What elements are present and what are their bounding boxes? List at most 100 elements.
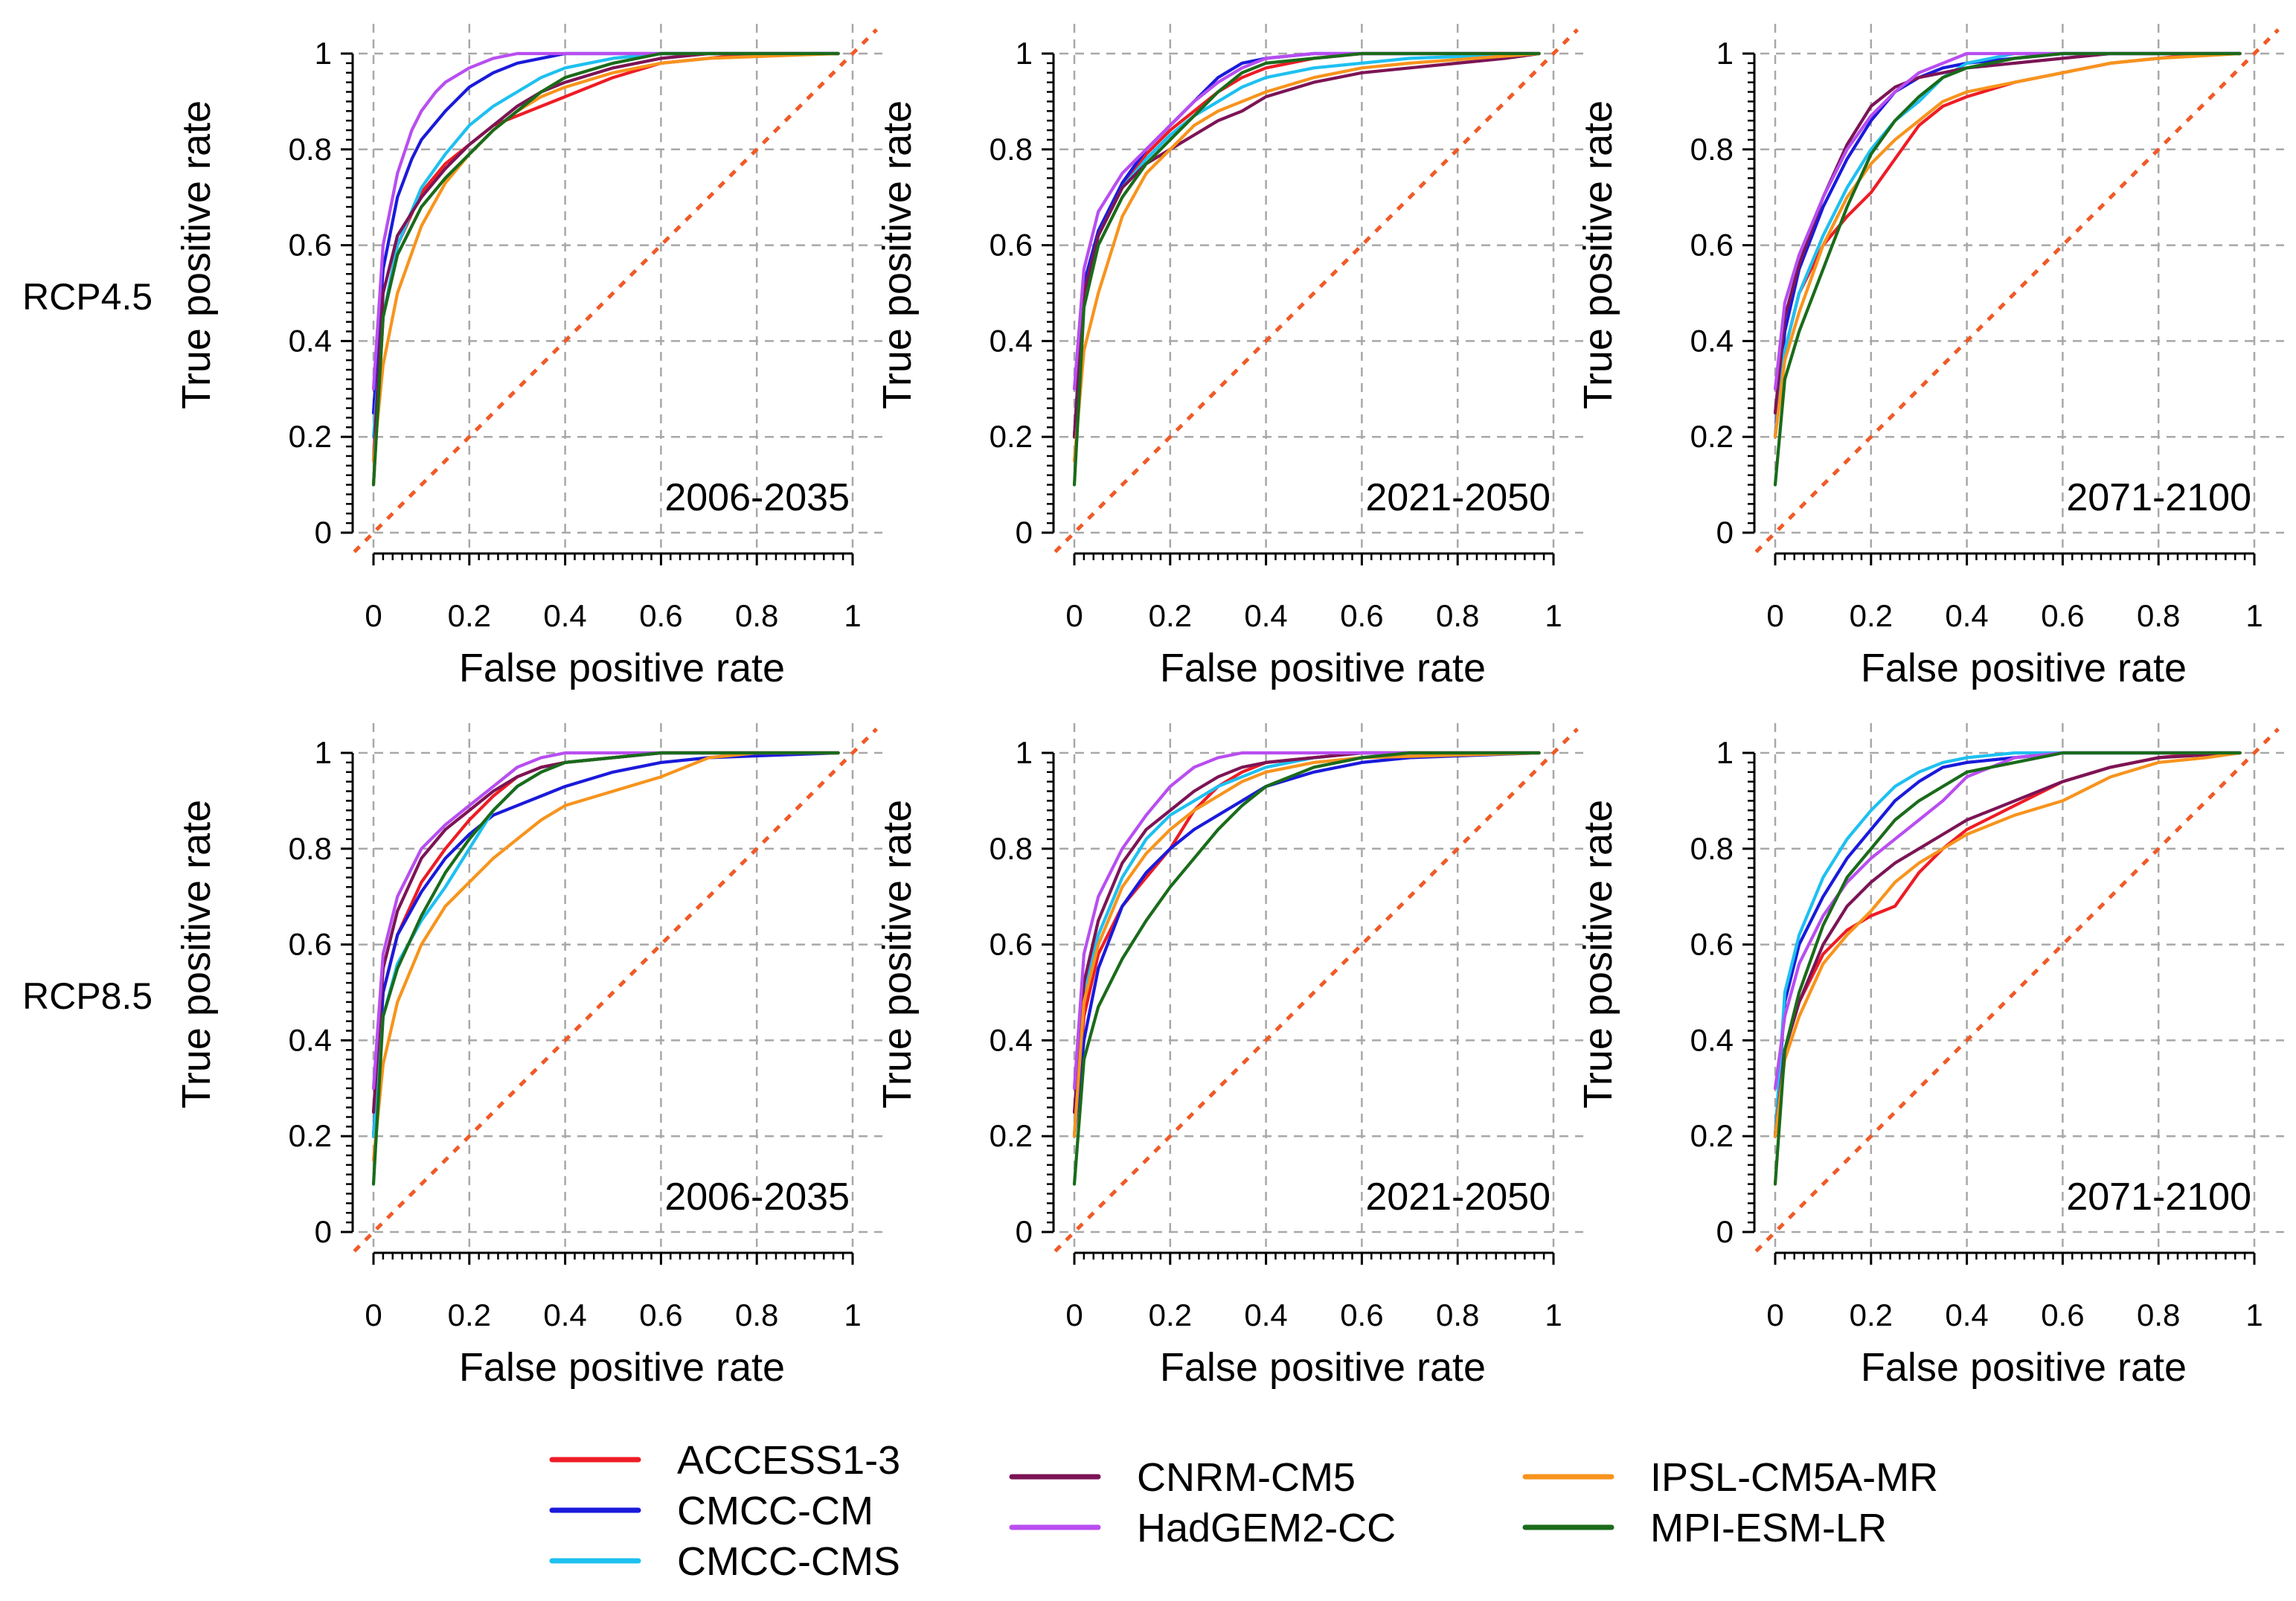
y-tick-label: 1	[315, 735, 332, 770]
reference-diagonal	[1754, 28, 2280, 554]
y-tick-label: 1	[1716, 735, 1734, 770]
roc-line-HadGEM2-CC	[371, 51, 840, 391]
series-group	[371, 751, 840, 1186]
roc-line-MPI-ESM-LR	[1072, 751, 1541, 1186]
y-tick-label: 1	[1016, 36, 1033, 71]
x-tick-label: 0	[365, 1297, 382, 1332]
legend-item: ACCESS1-3	[549, 1438, 900, 1483]
roc-line-CMCC-CM	[371, 751, 840, 1138]
x-tick-label: 0.6	[1340, 1297, 1383, 1332]
y-tick-label: 0	[1016, 1214, 1033, 1249]
roc-line-IPSL-CM5A-MR	[1773, 751, 2242, 1138]
y-axis-title: True positive rate	[1576, 100, 1620, 409]
y-tick-label: 0.2	[1690, 1118, 1734, 1153]
roc-line-IPSL-CM5A-MR	[1072, 51, 1541, 463]
x-tick-label: 1	[844, 598, 861, 633]
y-axis: 0 0.2 0.4 0.6 0.8 1 True positive rate	[174, 36, 354, 550]
period-label: 2006-2035	[664, 1175, 850, 1219]
y-tick-label: 1	[1016, 735, 1033, 770]
legend-label: IPSL-CM5A-MR	[1650, 1455, 1938, 1500]
roc-line-MPI-ESM-LR	[1072, 51, 1541, 487]
y-tick-label: 0.6	[1690, 927, 1734, 962]
x-axis: 0 0.2 0.4 0.6 0.8 1 False positive rate	[1065, 1251, 1562, 1390]
x-axis-title: False positive rate	[1861, 1345, 2187, 1390]
x-tick-label: 0.2	[1850, 1297, 1893, 1332]
x-tick-label: 0.8	[735, 1297, 778, 1332]
legend-item: IPSL-CM5A-MR	[1522, 1455, 1938, 1500]
x-tick-label: 0.6	[2041, 598, 2084, 633]
x-axis: 0 0.2 0.4 0.6 0.8 1 False positive rate	[365, 552, 862, 690]
y-axis: 0 0.2 0.4 0.6 0.8 1 True positive rate	[1576, 36, 1756, 550]
x-tick-label: 0.4	[543, 598, 586, 633]
x-tick-label: 0	[1065, 598, 1083, 633]
series-group	[1773, 751, 2242, 1186]
x-tick-label: 1	[1545, 1297, 1562, 1332]
y-axis-title: True positive rate	[875, 800, 920, 1108]
legend: ACCESS1-3 CMCC-CM CMCC-CMS CNRM-CM5 HadGEM2-…	[549, 1438, 1938, 1584]
reference-diagonal	[1054, 28, 1579, 554]
roc-line-CNRM-CM5	[371, 751, 840, 1114]
x-tick-label: 0.8	[2137, 1297, 2180, 1332]
y-tick-label: 0.6	[289, 927, 332, 962]
roc-line-HadGEM2-CC	[1773, 751, 2242, 1090]
reference-diagonal	[353, 28, 878, 554]
y-axis-title: True positive rate	[174, 800, 219, 1108]
legend-label: CMCC-CM	[677, 1489, 873, 1533]
y-tick-label: 0.8	[990, 132, 1033, 167]
y-tick-label: 0.6	[289, 228, 332, 263]
x-tick-label: 0.4	[1945, 598, 1988, 633]
x-axis-title: False positive rate	[459, 1345, 785, 1390]
x-tick-label: 0.2	[448, 598, 491, 633]
roc-line-IPSL-CM5A-MR	[1072, 751, 1541, 1138]
reference-diagonal	[1054, 728, 1579, 1253]
roc-line-HadGEM2-CC	[1072, 751, 1541, 1090]
legend-item: HadGEM2-CC	[1009, 1506, 1396, 1550]
period-label: 2021-2050	[1365, 476, 1551, 519]
roc-line-CNRM-CM5	[371, 51, 840, 463]
x-axis: 0 0.2 0.4 0.6 0.8 1 False positive rate	[1766, 1251, 2263, 1390]
legend-label: MPI-ESM-LR	[1650, 1506, 1887, 1550]
series-group	[1072, 751, 1541, 1186]
y-tick-label: 0	[1016, 515, 1033, 550]
roc-line-IPSL-CM5A-MR	[371, 751, 840, 1162]
y-axis: 0 0.2 0.4 0.6 0.8 1 True positive rate	[875, 735, 1055, 1249]
y-tick-label: 0.2	[289, 1118, 332, 1153]
x-tick-label: 0.6	[1340, 598, 1383, 633]
legend-label: HadGEM2-CC	[1137, 1506, 1396, 1550]
roc-line-CNRM-CM5	[1072, 51, 1541, 439]
y-tick-label: 0.6	[990, 927, 1033, 962]
roc-line-CNRM-CM5	[1773, 51, 2242, 415]
period-label: 2006-2035	[664, 476, 850, 519]
y-axis-title: True positive rate	[1576, 800, 1620, 1108]
y-tick-label: 0.4	[289, 1022, 332, 1057]
y-tick-label: 0.4	[1690, 1022, 1734, 1057]
x-tick-label: 1	[1545, 598, 1562, 633]
x-axis: 0 0.2 0.4 0.6 0.8 1 False positive rate	[1766, 552, 2263, 690]
x-axis-title: False positive rate	[1160, 646, 1486, 690]
roc-line-HadGEM2-CC	[1773, 51, 2242, 391]
x-tick-label: 1	[2245, 1297, 2263, 1332]
x-tick-label: 1	[844, 1297, 861, 1332]
y-tick-label: 0.4	[990, 323, 1033, 358]
roc-line-CNRM-CM5	[1773, 751, 2242, 1138]
legend-label: CNRM-CM5	[1137, 1455, 1356, 1500]
legend-item: CNRM-CM5	[1009, 1455, 1356, 1500]
period-label: 2021-2050	[1365, 1175, 1551, 1219]
y-tick-label: 0.8	[289, 132, 332, 167]
x-tick-label: 0.6	[2041, 1297, 2084, 1332]
period-label: 2071-2100	[2066, 476, 2251, 519]
x-tick-label: 0	[1065, 1297, 1083, 1332]
x-tick-label: 0.2	[1149, 598, 1192, 633]
legend-item: CMCC-CMS	[549, 1539, 900, 1584]
y-tick-label: 0.2	[990, 419, 1033, 454]
y-tick-label: 0	[315, 515, 332, 550]
y-tick-label: 1	[1716, 36, 1734, 71]
legend-label: ACCESS1-3	[677, 1438, 900, 1483]
x-tick-label: 0.8	[1436, 1297, 1479, 1332]
roc-line-CMCC-CMS	[371, 51, 840, 439]
